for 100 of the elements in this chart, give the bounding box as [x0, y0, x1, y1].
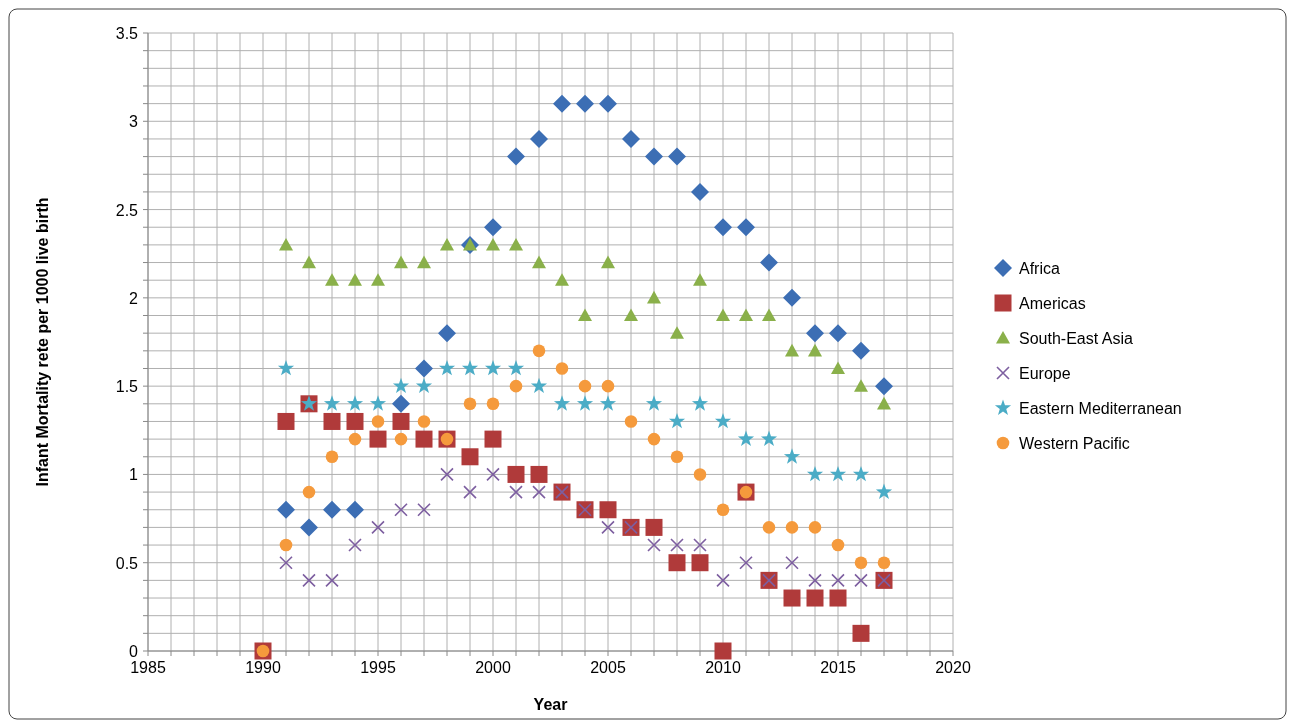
point	[279, 538, 293, 552]
point	[716, 308, 730, 322]
point	[463, 397, 477, 411]
point	[714, 412, 732, 429]
point	[532, 344, 546, 358]
point	[783, 448, 801, 464]
legend-label: Africa	[1019, 260, 1060, 277]
x-axis-title: Year	[533, 696, 568, 713]
point	[714, 642, 732, 660]
point	[645, 395, 663, 411]
y-tick-label: 0	[129, 643, 139, 660]
point	[624, 308, 638, 322]
legend-label: Eastern Mediterranean	[1019, 400, 1182, 417]
point	[852, 624, 870, 642]
point	[601, 520, 615, 535]
point	[302, 255, 316, 269]
point	[762, 308, 776, 322]
point	[645, 518, 663, 536]
point	[509, 237, 523, 251]
y-tick-label: 3	[129, 113, 139, 131]
y-tick-label: 1.5	[115, 378, 139, 396]
point	[348, 538, 362, 552]
point	[277, 412, 295, 430]
point	[277, 359, 295, 376]
point	[302, 485, 316, 499]
point	[323, 412, 341, 430]
point	[461, 448, 479, 466]
point	[325, 450, 339, 464]
point	[415, 430, 433, 448]
point	[831, 573, 845, 588]
point	[532, 485, 546, 499]
point	[369, 395, 387, 411]
point	[875, 483, 893, 499]
point	[854, 379, 868, 392]
point	[716, 573, 730, 588]
legend-label: Europe	[1019, 365, 1071, 382]
point	[348, 432, 362, 446]
point	[346, 395, 364, 411]
point	[831, 361, 845, 375]
point	[277, 500, 295, 519]
point	[624, 415, 638, 428]
y-tick-label: 3.5	[115, 25, 139, 42]
point	[693, 468, 707, 481]
y-tick-label: 0.5	[115, 554, 139, 572]
point	[645, 147, 663, 166]
point	[599, 395, 617, 411]
point	[599, 94, 617, 113]
point	[530, 129, 548, 148]
point	[737, 218, 755, 237]
x-tick-label: 2000	[475, 659, 511, 676]
point	[806, 589, 824, 607]
point	[346, 500, 364, 519]
y-axis-title: Infant Mortality rete per 1000 live birth	[34, 197, 51, 487]
point	[875, 377, 893, 396]
point	[852, 465, 870, 482]
point	[346, 412, 364, 430]
point	[783, 589, 801, 607]
point	[484, 359, 502, 376]
point	[578, 308, 592, 322]
point	[394, 432, 408, 446]
point	[300, 518, 318, 537]
point	[877, 556, 891, 570]
point	[854, 573, 868, 588]
point	[371, 520, 385, 535]
point	[693, 273, 707, 286]
point	[507, 465, 525, 483]
point	[394, 502, 408, 517]
point	[509, 485, 523, 499]
point	[852, 341, 870, 360]
point	[392, 412, 410, 430]
point	[808, 521, 822, 534]
point	[599, 501, 617, 519]
point	[417, 502, 431, 517]
point	[302, 573, 316, 588]
point	[555, 273, 569, 286]
point	[806, 324, 824, 343]
point	[668, 554, 686, 572]
point	[670, 538, 684, 552]
point	[461, 359, 479, 376]
point	[647, 290, 661, 304]
x-tick-label: 2015	[820, 659, 856, 676]
legend-label: Western Pacific	[1019, 435, 1130, 452]
point	[739, 308, 753, 322]
point	[532, 255, 546, 269]
point	[762, 521, 776, 534]
point	[691, 554, 709, 572]
point	[323, 500, 341, 519]
point	[693, 538, 707, 552]
point	[691, 395, 709, 411]
point	[716, 503, 730, 517]
point	[371, 415, 385, 428]
point	[279, 555, 293, 570]
point	[783, 288, 801, 307]
point	[829, 589, 847, 607]
point	[601, 379, 615, 393]
point	[647, 432, 661, 446]
point	[691, 182, 709, 201]
point	[507, 147, 525, 166]
point	[737, 430, 755, 446]
point	[323, 395, 341, 411]
